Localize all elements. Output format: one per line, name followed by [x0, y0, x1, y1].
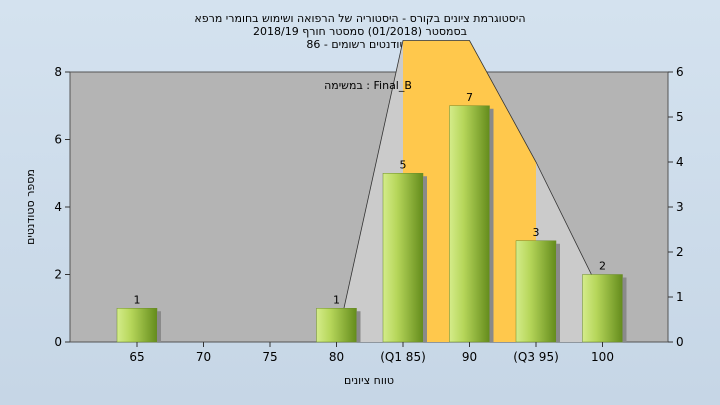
bar-5	[449, 105, 490, 343]
x-tick-label-5: 90	[462, 350, 477, 364]
y-tick-label-2: 2	[54, 268, 62, 282]
x-tick-label-2: 75	[262, 350, 277, 364]
x-tick-label-6: (Q3 95)	[513, 350, 559, 364]
y2-tick-label-4: 4	[676, 155, 684, 169]
bar-shadow-6	[556, 243, 560, 342]
bar-shadow-4	[423, 176, 427, 342]
x-axis-title: טווח ציונים	[344, 374, 394, 387]
y-axis-title: מספר סטודנטים	[24, 169, 37, 245]
y-tick-label-4: 4	[54, 200, 62, 214]
y-tick-label-6: 6	[54, 133, 62, 147]
data-label-7: 2	[599, 260, 606, 273]
y2-tick-label-1: 1	[676, 290, 684, 304]
data-label-4: 5	[400, 158, 407, 171]
overlay-outline	[336, 40, 603, 343]
bar-0	[116, 308, 158, 343]
bar-shadow-3	[356, 311, 361, 342]
x-tick-label-4: (Q1 85)	[380, 350, 426, 364]
bar-6	[515, 240, 557, 343]
chart-title-line-1: היסטוגרמת ציונים בקורס - היסטוריה של הרפ…	[194, 12, 525, 25]
bar-shadow-5	[489, 108, 494, 342]
x-tick-label-1: 70	[196, 350, 211, 364]
bar-shadow-0	[157, 311, 161, 342]
x-tick-label-0: 65	[129, 350, 144, 364]
x-tick-label-7: 100	[591, 350, 614, 364]
data-label-5: 7	[466, 91, 473, 104]
y2-tick-label-5: 5	[676, 110, 684, 124]
bar-4	[382, 173, 424, 343]
bar-3	[316, 308, 357, 343]
y-tick-label-0: 0	[54, 335, 62, 349]
x-tick-label-3: 80	[329, 350, 344, 364]
bar-7	[582, 274, 623, 343]
bars-layer: 1 1 5 7 3 2	[116, 91, 627, 343]
y2-tick-label-6: 6	[676, 65, 684, 79]
bar-shadow-7	[622, 277, 627, 342]
y2-tick-label-3: 3	[676, 200, 684, 214]
y-tick-label-8: 8	[54, 65, 62, 79]
chart-title-line-2: בסמסטר (01/2018) סמסטר חורף 2018/19	[253, 25, 467, 38]
y2-tick-label-2: 2	[676, 245, 684, 259]
chart-title-line-3: סטודנטים רשומים - 86	[306, 38, 413, 51]
data-label-6: 3	[533, 226, 540, 239]
annotation-label: במשימה : Final_B	[324, 79, 412, 92]
data-label-3: 1	[333, 293, 340, 306]
data-label-0: 1	[134, 293, 141, 306]
y2-tick-label-0: 0	[676, 335, 684, 349]
